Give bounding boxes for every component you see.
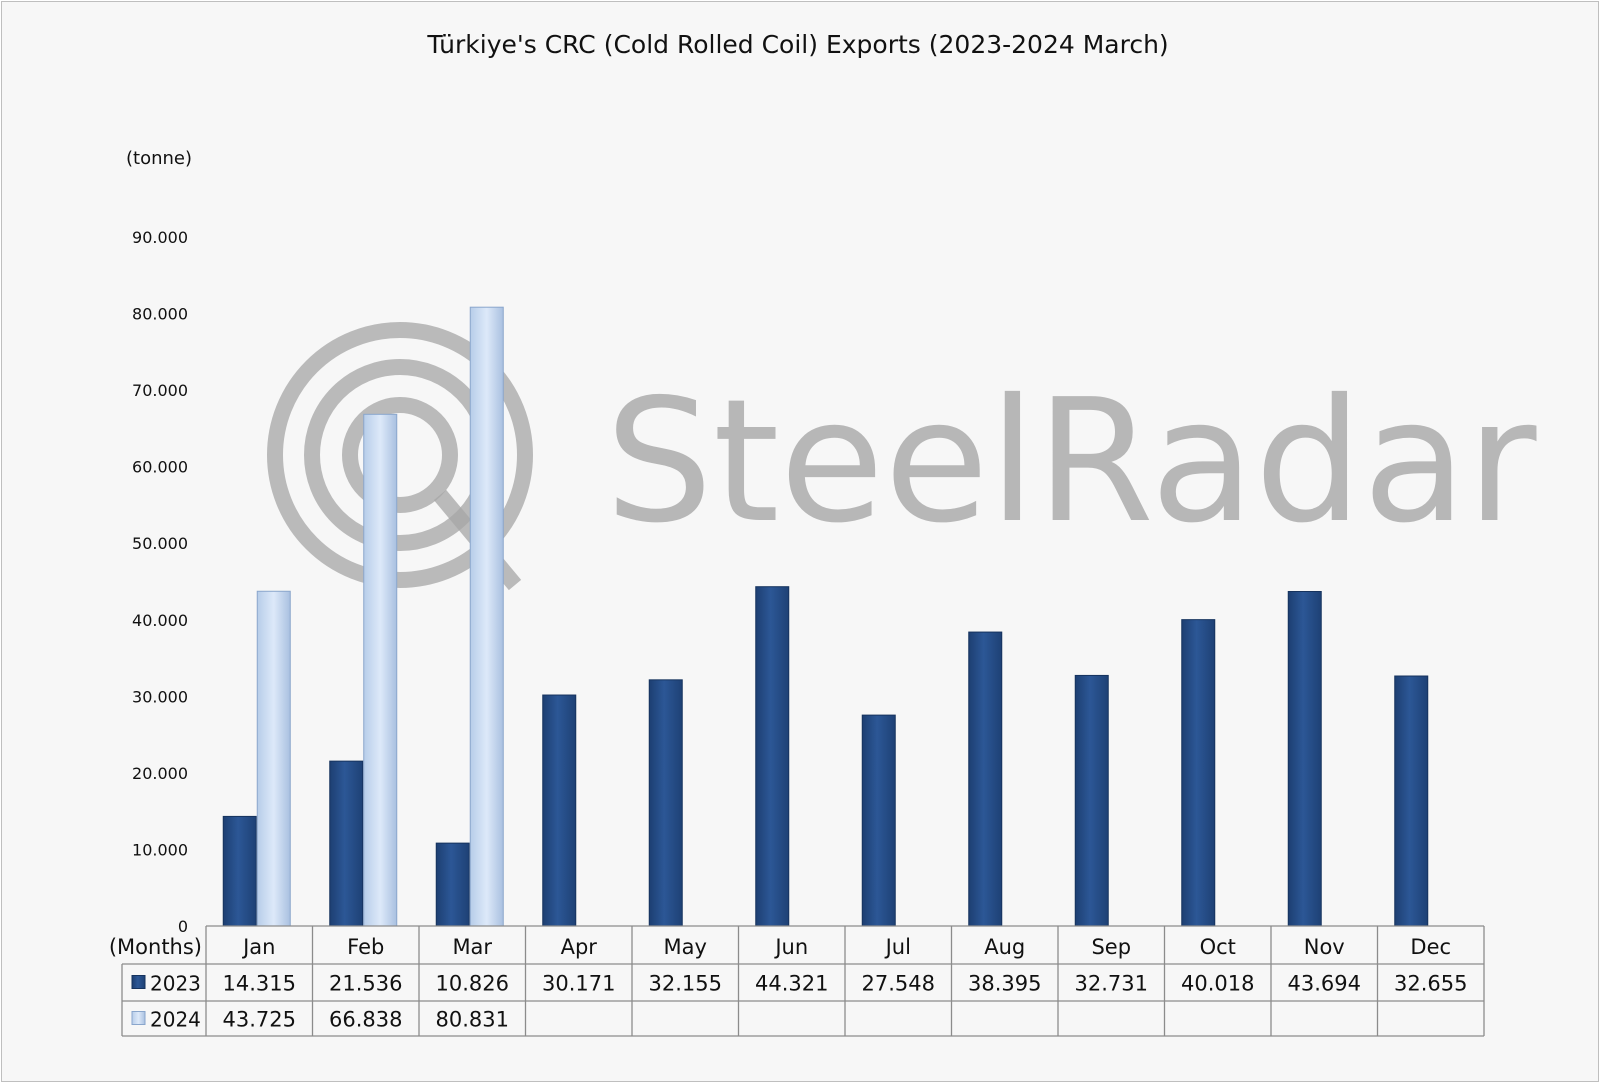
bar-2023-dec — [1394, 675, 1429, 927]
y-tick-label: 80.000 — [132, 305, 188, 324]
legend-entry-2023: 2023 — [150, 972, 201, 996]
y-axis-ticks: 0 10.000 20.000 30.000 40.000 50.000 60.000 70.… — [132, 228, 188, 936]
y-tick-label: 70.000 — [132, 381, 188, 400]
bar-2023-mar — [435, 842, 470, 927]
bar-2023-oct — [1181, 619, 1216, 927]
data-label-2023: 27.548 — [862, 972, 935, 996]
data-label-2023: 43.694 — [1288, 972, 1361, 996]
x-tick-label: Mar — [452, 935, 492, 959]
bar-2023-jul — [861, 714, 896, 927]
data-label-2023: 44.321 — [755, 972, 828, 996]
data-label-2024: 80.831 — [436, 1008, 509, 1032]
x-tick-label: Dec — [1410, 935, 1451, 959]
x-axis-label: (Months) — [109, 935, 202, 959]
data-label-2023: 10.826 — [436, 972, 509, 996]
steelradar-watermark: SteelRadar — [267, 322, 1537, 591]
legend-swatch-2024 — [131, 1011, 146, 1025]
y-tick-label: 0 — [178, 917, 188, 936]
bar-2023-aug — [968, 631, 1003, 927]
x-tick-label: Oct — [1200, 935, 1236, 959]
bar-2023-sep — [1074, 674, 1109, 927]
bar-2023-nov — [1287, 590, 1322, 927]
x-tick-label: May — [664, 935, 707, 959]
data-label-2023: 38.395 — [968, 972, 1041, 996]
data-label-2023: 32.655 — [1394, 972, 1467, 996]
data-label-2023: 14.315 — [223, 972, 296, 996]
y-tick-label: 60.000 — [132, 458, 188, 477]
data-label-2023: 30.171 — [542, 972, 615, 996]
legend-swatch-2023 — [131, 975, 146, 989]
y-tick-label: 50.000 — [132, 534, 188, 553]
x-tick-label: Jun — [773, 935, 808, 959]
bar-2024-mar — [469, 306, 504, 927]
bar-2024-feb — [363, 413, 398, 927]
y-tick-label: 30.000 — [132, 687, 188, 706]
data-table: (Months) Jan Feb Mar Apr May Jun Jul Aug Sep Oct No… — [109, 925, 1485, 1037]
data-label-2024: 66.838 — [329, 1008, 402, 1032]
legend-entry-2024: 2024 — [150, 1008, 201, 1032]
x-tick-label: Jan — [241, 935, 275, 959]
x-tick-label: Apr — [561, 935, 598, 959]
data-label-2023: 21.536 — [329, 972, 402, 996]
x-tick-label: Jul — [884, 935, 911, 959]
bar-2023-jan — [222, 815, 257, 927]
bar-2023-jun — [755, 586, 790, 927]
x-tick-label: Aug — [984, 935, 1025, 959]
data-label-2023: 40.018 — [1181, 972, 1254, 996]
y-axis-unit-label: (tonne) — [126, 148, 193, 169]
data-label-2024: 43.725 — [223, 1008, 296, 1032]
y-tick-label: 20.000 — [132, 764, 188, 783]
bar-2023-may — [648, 679, 683, 927]
y-tick-label: 90.000 — [132, 228, 188, 247]
x-tick-label: Feb — [347, 935, 384, 959]
bar-2024-jan — [256, 590, 291, 927]
y-tick-label: 40.000 — [132, 611, 188, 630]
y-tick-label: 10.000 — [132, 840, 188, 859]
bar-2023-feb — [329, 760, 364, 927]
chart-title: Türkiye's CRC (Cold Rolled Coil) Exports… — [427, 30, 1169, 59]
bar-2023-apr — [542, 694, 577, 927]
data-label-2023: 32.155 — [649, 972, 722, 996]
x-tick-label: Sep — [1091, 935, 1131, 959]
data-label-2023: 32.731 — [1075, 972, 1148, 996]
watermark-text: SteelRadar — [605, 363, 1537, 561]
x-tick-label: Nov — [1304, 935, 1345, 959]
